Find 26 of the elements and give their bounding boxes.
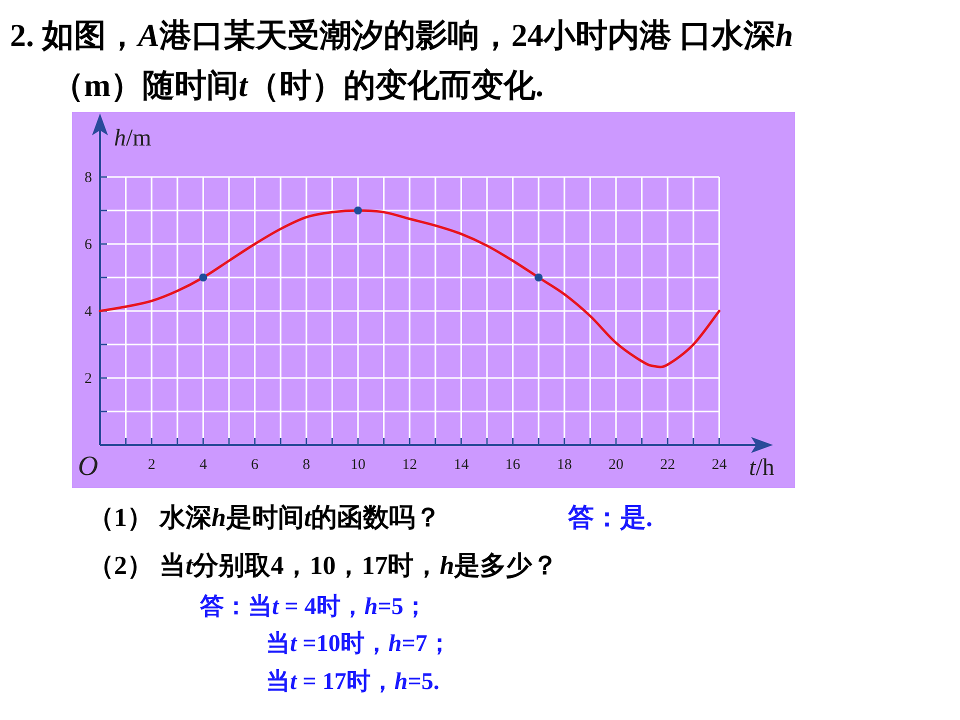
x-tick-label: 12 [402,457,418,473]
x-tick-label: 6 [251,457,260,473]
text: （2） 当t分别取4，10，17时，h是多少？ [88,551,558,580]
text: （1） 水深h是时间t的函数吗？ [88,503,442,532]
x-tick-label: 16 [505,457,521,473]
text: 当t = 17时，h=5. [266,668,440,695]
x-tick-label: 24 [712,457,728,473]
x-tick-label: 20 [608,457,624,473]
y-tick-label: 4 [84,304,92,320]
text: O [78,451,98,482]
x-tick-label: 8 [302,457,310,473]
y-tick-label: 8 [84,170,92,186]
text: 答：是. [567,503,652,532]
y-tick-label: 2 [84,371,92,387]
x-tick-label: 2 [148,457,156,473]
x-tick-label: 4 [199,457,208,473]
x-tick-label: 14 [454,457,470,473]
y-tick-label: 6 [84,237,92,253]
x-axis-title: t/h [749,455,774,481]
chart-title: 2. 如图，A港口某天受潮汐的影响，24小时内港 口水深h（m）随时间t（时）的变化而变化. [10,17,794,103]
x-tick-label: 18 [556,457,572,473]
text: 当t =10时，h=7； [266,630,452,657]
text: 答：当t = 4时，h=5； [199,593,428,620]
x-tick-label: 10 [350,457,366,473]
y-axis-title: h/m [114,125,152,152]
x-tick-label: 22 [660,457,676,473]
